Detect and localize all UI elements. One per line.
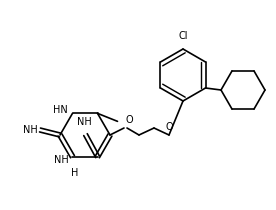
- Text: H: H: [71, 168, 78, 178]
- Text: O: O: [165, 122, 173, 132]
- Text: NH: NH: [54, 155, 68, 165]
- Text: Cl: Cl: [178, 31, 188, 41]
- Text: NH: NH: [23, 125, 38, 135]
- Text: NH: NH: [77, 117, 92, 127]
- Text: O: O: [125, 115, 133, 125]
- Text: HN: HN: [53, 105, 68, 115]
